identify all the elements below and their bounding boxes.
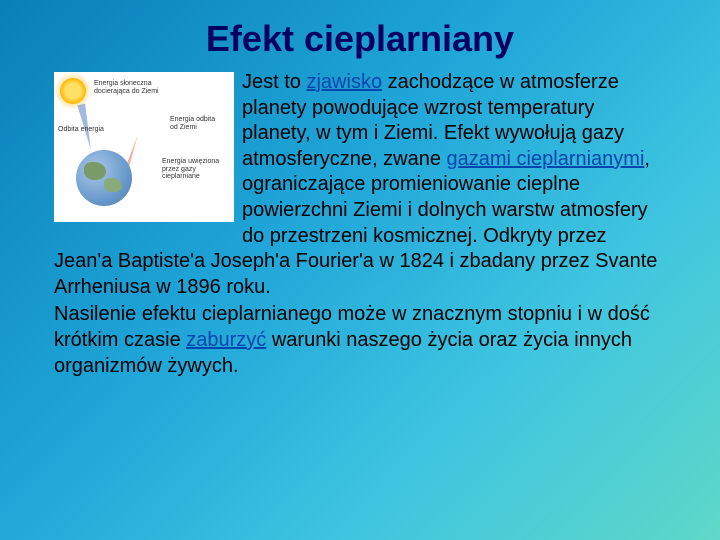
diagram-label-1: Energia słoneczna docierająca do Ziemi [94,80,184,95]
link-gazami[interactable]: gazami cieplarnianymi [447,148,645,170]
earth-icon [76,150,132,206]
link-zjawisko[interactable]: zjawisko [306,71,382,93]
diagram-label-2: Odbita energia [58,126,118,134]
greenhouse-diagram: Energia słoneczna docierająca do Ziemi O… [54,72,234,222]
diagram-label-4: Energia uwięziona przez gazy cieplarnian… [162,158,222,181]
slide-content: Energia słoneczna docierająca do Ziemi O… [0,70,720,379]
diagram-label-3: Energia odbita od Ziemi [170,116,220,131]
slide-title: Efekt cieplarniany [0,0,720,70]
link-zaburzyc[interactable]: zaburzyć [186,329,266,351]
sun-icon [60,78,86,104]
text-1a: Jest to [242,71,306,93]
paragraph-2: Nasilenie efektu cieplarnianego może w z… [54,302,666,379]
